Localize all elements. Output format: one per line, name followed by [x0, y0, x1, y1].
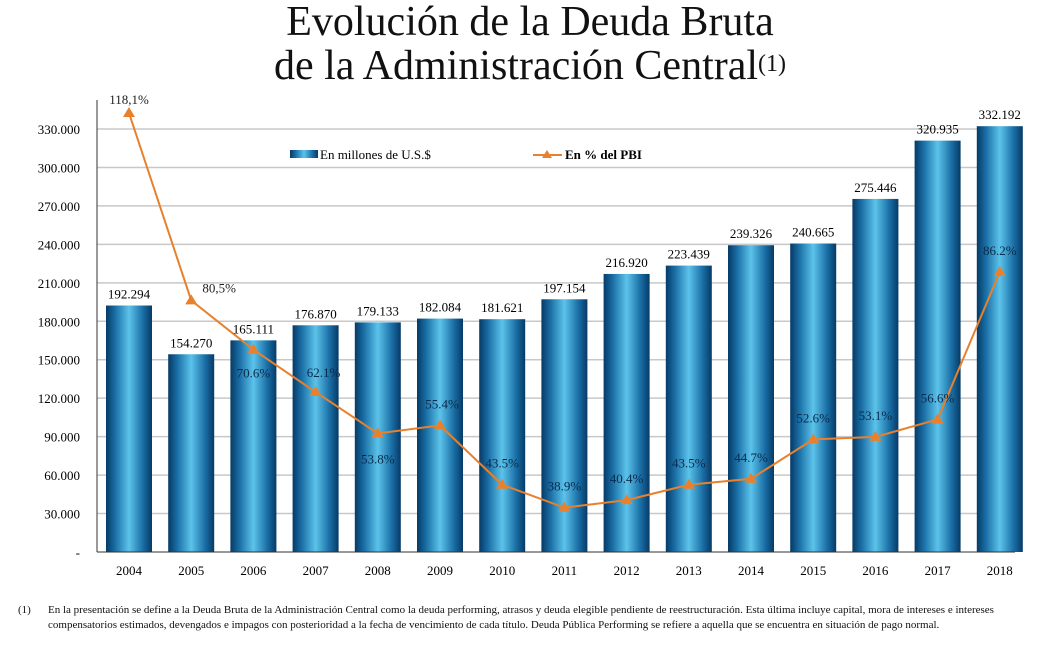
pbi-value-label: 86.2%	[983, 243, 1017, 258]
legend-bar-label: En millones de U.S.$	[320, 147, 431, 162]
y-tick-label: 30.000	[44, 507, 80, 522]
bar-2010	[479, 319, 526, 552]
bar-value-label: 275.446	[854, 180, 897, 195]
x-tick-label: 2015	[800, 563, 826, 578]
chart-title: Evolución de la Deuda Bruta de la Admini…	[0, 0, 1060, 88]
y-tick-label: 120.000	[38, 391, 80, 406]
pbi-value-label: 80,5%	[202, 280, 236, 295]
pbi-marker-2017	[931, 413, 944, 424]
y-tick-label: 90.000	[44, 430, 80, 445]
x-tick-label: 2009	[427, 563, 453, 578]
bar-2015	[790, 243, 837, 552]
y-tick-label: 330.000	[38, 122, 80, 137]
pbi-value-label: 44.7%	[734, 450, 768, 465]
y-tick-label: 150.000	[38, 353, 80, 368]
x-tick-label: 2008	[365, 563, 391, 578]
pbi-marker-2008	[371, 427, 384, 438]
bar-2012	[603, 273, 650, 552]
bar-2005	[168, 354, 215, 552]
pbi-marker-2011	[558, 501, 571, 512]
y-tick-label: 180.000	[38, 314, 80, 329]
y-tick-label: 240.000	[38, 237, 80, 252]
bar-2018	[976, 126, 1023, 553]
bar-value-label: 176.870	[294, 306, 336, 321]
pbi-marker-2006	[247, 343, 260, 354]
pbi-value-label: 38.9%	[548, 479, 582, 494]
x-tick-label: 2018	[987, 563, 1013, 578]
bar-value-label: 181.621	[481, 300, 523, 315]
bar-value-label: 179.133	[357, 303, 399, 318]
pbi-value-label: 52.6%	[796, 410, 830, 425]
x-tick-label: 2013	[676, 563, 702, 578]
y-tick-label: 270.000	[38, 199, 80, 214]
bar-value-label: 192.294	[108, 287, 151, 302]
bar-value-label: 223.439	[668, 247, 710, 262]
bar-2016	[852, 198, 899, 552]
pbi-value-label: 62.1%	[307, 365, 341, 380]
legend-bar-swatch	[290, 150, 318, 158]
pbi-marker-2009	[434, 419, 446, 430]
bar-value-label: 197.154	[543, 280, 586, 295]
title-line-2: de la Administración Central(1)	[0, 44, 1060, 88]
legend-line-label: En % del PBI	[565, 147, 642, 162]
pbi-marker-2013	[682, 478, 695, 489]
pbi-value-label: 43.5%	[672, 456, 706, 471]
bar-value-label: 182.084	[419, 300, 462, 315]
pbi-value-label: 70.6%	[237, 366, 271, 381]
pbi-value-label: 55.4%	[425, 396, 459, 411]
pbi-marker-2010	[496, 478, 509, 489]
pbi-marker-2005	[185, 294, 198, 305]
x-tick-label: 2012	[614, 563, 640, 578]
bar-value-label: 165.111	[233, 321, 274, 336]
y-tick-label: 60.000	[44, 468, 80, 483]
x-tick-label: 2006	[240, 563, 267, 578]
bar-value-label: 332.192	[979, 107, 1021, 122]
y-tick-label: 210.000	[38, 276, 80, 291]
footnote-number: (1)	[18, 604, 31, 616]
pbi-marker-2012	[620, 494, 633, 505]
bar-2017	[914, 140, 961, 552]
bar-value-label: 239.326	[730, 226, 773, 241]
x-tick-label: 2016	[862, 563, 889, 578]
title-line-2-text: de la Administración Central	[273, 43, 759, 89]
title-footnote-marker: (1)	[758, 51, 787, 77]
pbi-value-label: 53.1%	[859, 408, 893, 423]
pbi-value-label: 43.5%	[485, 456, 519, 471]
bar-2006	[230, 340, 277, 552]
pbi-value-label: 53.8%	[361, 451, 395, 466]
pbi-marker-2018	[993, 265, 1006, 276]
x-tick-label: 2010	[489, 563, 515, 578]
footnote-text: En la presentación se define a la Deuda …	[48, 604, 994, 631]
footnote: (1) En la presentación se define a la De…	[18, 603, 1048, 633]
x-tick-label: 2005	[178, 563, 204, 578]
bar-value-label: 240.665	[792, 225, 834, 240]
title-line-1: Evolución de la Deuda Bruta	[286, 0, 774, 45]
pbi-marker-2015	[807, 433, 820, 444]
bar-2009	[417, 318, 463, 552]
bar-2004	[106, 305, 152, 552]
y-tick-label: -	[76, 545, 80, 560]
pbi-marker-2016	[869, 430, 882, 441]
bar-2014	[728, 245, 774, 552]
bar-2013	[665, 265, 712, 552]
pbi-marker-2004	[123, 107, 135, 117]
x-tick-label: 2017	[925, 563, 952, 578]
bar-value-label: 216.920	[605, 255, 647, 270]
bar-value-label: 320.935	[916, 122, 958, 137]
x-tick-label: 2014	[738, 563, 765, 578]
pbi-marker-2014	[745, 472, 757, 483]
legend-line-marker	[542, 150, 552, 158]
y-tick-label: 300.000	[38, 160, 80, 175]
bar-value-label: 154.270	[170, 335, 212, 350]
pbi-value-label: 40.4%	[610, 471, 644, 486]
debt-chart: 192.294 154.270 165.111 176.870 179.133 182.0…	[38, 92, 1023, 578]
x-tick-label: 2011	[552, 563, 578, 578]
bar-2011	[541, 299, 588, 552]
x-tick-label: 2007	[303, 563, 330, 578]
x-tick-label: 2004	[116, 563, 143, 578]
bar-2007	[292, 325, 339, 552]
pbi-marker-2007	[309, 386, 322, 397]
pbi-value-label: 118,1%	[109, 92, 149, 107]
pbi-value-label: 56.6%	[921, 390, 955, 405]
